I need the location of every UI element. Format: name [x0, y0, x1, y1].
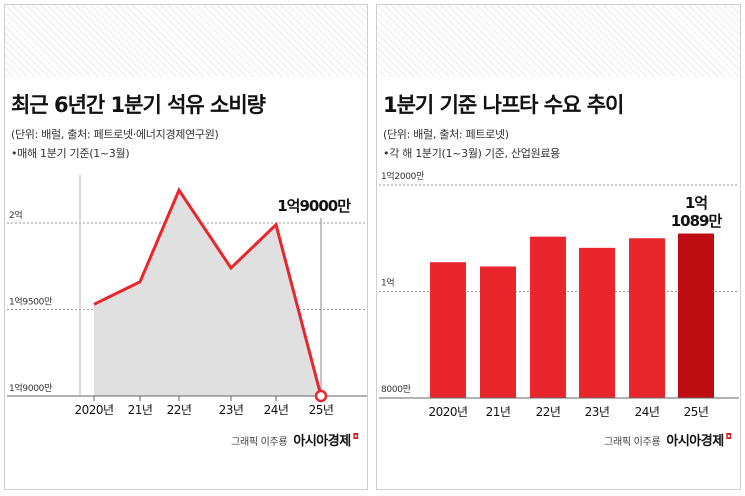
x-tick-label: 22년 — [167, 403, 192, 417]
credit-artist: 그래픽 이주룡 — [604, 437, 661, 448]
bar — [530, 236, 566, 398]
x-tick-label: 21년 — [128, 403, 153, 417]
credit-brand: 아시아경제 — [293, 434, 351, 449]
x-tick-label: 21년 — [486, 405, 511, 419]
last-point-marker — [314, 389, 328, 403]
chart-title: 최근 6년간 1분기 석유 소비량 — [11, 93, 266, 117]
x-tick-label: 25년 — [309, 403, 334, 417]
naphtha-demand-panel: 1분기 기준 나프타 수요 추이 (단위: 배럴, 출처: 페트로넷) •각 해… — [376, 4, 741, 490]
chart-note: •각 해 1분기(1~3월) 기준, 산업원료용 — [383, 147, 561, 160]
brand-mark-icon: ◘ — [725, 432, 732, 441]
x-tick-label: 2020년 — [74, 403, 113, 417]
x-tick-label: 25년 — [684, 405, 709, 419]
decorative-header-band — [377, 5, 740, 77]
x-tick-label: 23년 — [585, 405, 610, 419]
credit-artist: 그래픽 이주룡 — [231, 437, 288, 448]
y-tick-label: 1억9500만 — [9, 296, 52, 308]
credit: 그래픽 이주룡 아시아경제 ◘ — [231, 430, 359, 449]
chart-note: •매해 1분기 기준(1~3월) — [11, 147, 130, 160]
area-fill — [94, 190, 321, 396]
y-tick-label: 1억2000만 — [381, 170, 424, 182]
chart-source: (단위: 배럴, 출처: 페트로넷·에너지경제연구원) — [11, 128, 219, 141]
x-tick-label: 24년 — [635, 405, 660, 419]
y-tick-label: 8000만 — [381, 384, 411, 395]
x-tick-label: 23년 — [219, 403, 244, 417]
x-tick-label: 22년 — [536, 405, 561, 419]
bar — [678, 233, 714, 398]
data-label-annotation: 1억9000만 — [277, 197, 351, 215]
x-tick-label: 24년 — [264, 403, 289, 417]
y-tick-label: 1억 — [381, 277, 394, 289]
y-tick-label: 1억9000만 — [9, 382, 52, 394]
y-tick-label: 2억 — [9, 209, 22, 221]
data-label-annotation: 1089만 — [671, 212, 723, 230]
chart-source: (단위: 배럴, 출처: 페트로넷) — [383, 128, 509, 141]
bar — [579, 247, 615, 398]
brand-mark-icon: ◘ — [352, 432, 359, 441]
decorative-header-band — [5, 5, 367, 77]
oil-consumption-panel: 최근 6년간 1분기 석유 소비량 (단위: 배럴, 출처: 페트로넷·에너지경… — [4, 4, 368, 490]
bar — [480, 266, 516, 398]
bar — [430, 262, 466, 398]
data-label-annotation: 1억 — [685, 194, 707, 212]
credit: 그래픽 이주룡 아시아경제 ◘ — [604, 430, 732, 449]
x-tick-label: 2020년 — [428, 405, 467, 419]
credit-brand: 아시아경제 — [666, 434, 724, 449]
oil-consumption-chart: 2억 1억9500만 1억9000만 2020년 21년 22년 23년 24년 25년 1억90… — [7, 175, 367, 417]
bar — [629, 238, 665, 398]
series-line — [93, 186, 323, 397]
chart-title: 1분기 기준 나프타 수요 추이 — [383, 93, 624, 117]
